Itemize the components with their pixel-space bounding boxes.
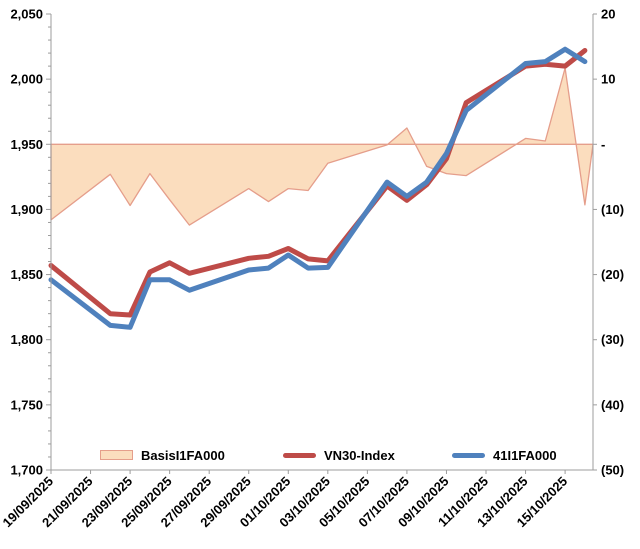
- svg-text:(10): (10): [601, 202, 624, 217]
- basis-area-series: [50, 67, 594, 226]
- svg-text:1,950: 1,950: [10, 137, 43, 152]
- svg-text:2,050: 2,050: [10, 7, 43, 22]
- svg-text:(50): (50): [601, 463, 624, 478]
- svg-text:1,700: 1,700: [10, 463, 43, 478]
- svg-text:-: -: [601, 137, 605, 152]
- svg-text:1,850: 1,850: [10, 267, 43, 282]
- svg-text:1,900: 1,900: [10, 202, 43, 217]
- futures-line-series: [48, 46, 588, 330]
- svg-text:10: 10: [601, 72, 615, 87]
- svg-text:(20): (20): [601, 267, 624, 282]
- svg-text:(40): (40): [601, 397, 624, 412]
- svg-text:(30): (30): [601, 332, 624, 347]
- svg-text:1,800: 1,800: [10, 332, 43, 347]
- svg-text:2,000: 2,000: [10, 72, 43, 87]
- svg-text:20: 20: [601, 7, 615, 22]
- svg-text:1,750: 1,750: [10, 397, 43, 412]
